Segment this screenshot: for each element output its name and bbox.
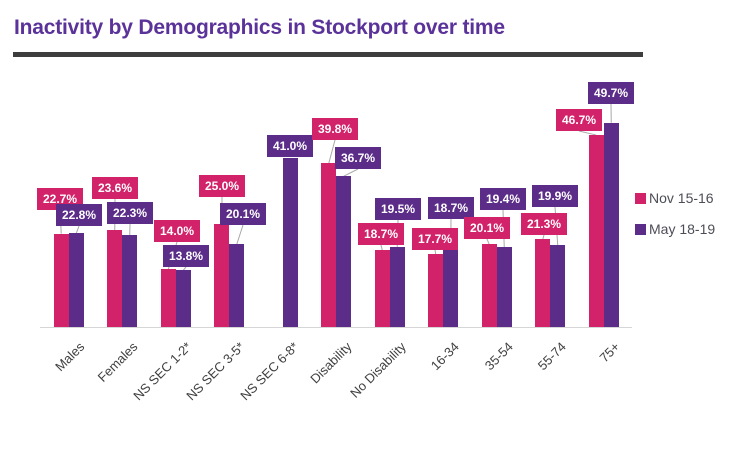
x-axis-label-75-: 75+ [596, 339, 623, 366]
data-label: 20.1% [464, 217, 510, 239]
data-label: 18.7% [428, 197, 474, 219]
bar-nov-15-16-ns-sec-3-5- [214, 224, 230, 327]
legend-label-nov-15-16: Nov 15-16 [649, 190, 714, 206]
x-axis-label-35-54: 35-54 [481, 339, 516, 374]
legend-item-nov-15-16: Nov 15-16 [635, 190, 715, 206]
bar-nov-15-16-55-74 [535, 239, 551, 327]
data-label: 17.7% [412, 228, 458, 250]
data-label: 41.0% [267, 135, 313, 157]
chart-legend: Nov 15-16 May 18-19 [635, 190, 715, 252]
data-label: 23.6% [92, 177, 138, 199]
data-label: 36.7% [335, 147, 381, 169]
bar-nov-15-16-disability [321, 163, 337, 327]
bar-may-18-19-ns-sec-3-5- [229, 244, 245, 327]
bar-nov-15-16-no-disability [374, 250, 390, 327]
bar-may-18-19-16-34 [443, 250, 459, 327]
bar-nov-15-16-16-34 [428, 254, 444, 327]
data-label: 13.8% [163, 245, 209, 267]
bar-may-18-19-disability [336, 176, 352, 327]
data-label: 49.7% [588, 82, 634, 104]
data-label: 22.3% [107, 202, 153, 224]
bar-nov-15-16-35-54 [481, 244, 497, 327]
bar-may-18-19-35-54 [496, 247, 512, 327]
legend-item-may-18-19: May 18-19 [635, 221, 715, 237]
data-label: 18.7% [358, 223, 404, 245]
data-label: 19.5% [375, 198, 421, 220]
bar-nov-15-16-ns-sec-1-2- [160, 269, 176, 327]
data-label: 21.3% [521, 213, 567, 235]
data-label: 39.8% [312, 118, 358, 140]
bar-may-18-19-no-disability [389, 246, 405, 327]
bar-nov-15-16-females [107, 230, 123, 327]
leader-line [75, 225, 80, 234]
data-label: 22.8% [56, 204, 102, 226]
bar-may-18-19-females [122, 235, 138, 327]
data-label: 19.4% [480, 188, 526, 210]
data-label: 14.0% [154, 220, 200, 242]
data-label: 19.9% [532, 185, 578, 207]
bar-nov-15-16-males [53, 233, 69, 327]
leader-line [343, 168, 359, 177]
leader-line [236, 224, 244, 245]
bar-may-18-19-males [68, 233, 84, 327]
legend-label-may-18-19: May 18-19 [649, 221, 716, 237]
x-axis-label-disability: Disability [307, 339, 355, 387]
x-axis-label-16-34: 16-34 [427, 339, 462, 374]
legend-swatch-may-18-19 [635, 223, 646, 235]
bar-may-18-19-ns-sec-1-2- [175, 270, 191, 327]
chart-title: Inactivity by Demographics in Stockport … [14, 16, 505, 39]
x-axis-label-55-74: 55-74 [534, 339, 569, 374]
bar-may-18-19-75- [603, 122, 619, 327]
x-axis-label-no-disability: No Disability [346, 339, 409, 401]
title-underline [13, 52, 643, 57]
legend-swatch-nov-15-16 [635, 192, 646, 204]
x-axis-line [40, 327, 632, 328]
data-label: 46.7% [556, 109, 602, 131]
data-label: 25.0% [199, 175, 245, 197]
x-axis-label-females: Females [94, 339, 141, 385]
data-label: 20.1% [220, 203, 266, 225]
bar-nov-15-16-75- [588, 135, 604, 327]
bar-may-18-19-55-74 [550, 245, 566, 327]
x-axis-label-males: Males [52, 339, 88, 375]
bar-may-18-19-ns-sec-6-8- [282, 158, 298, 327]
